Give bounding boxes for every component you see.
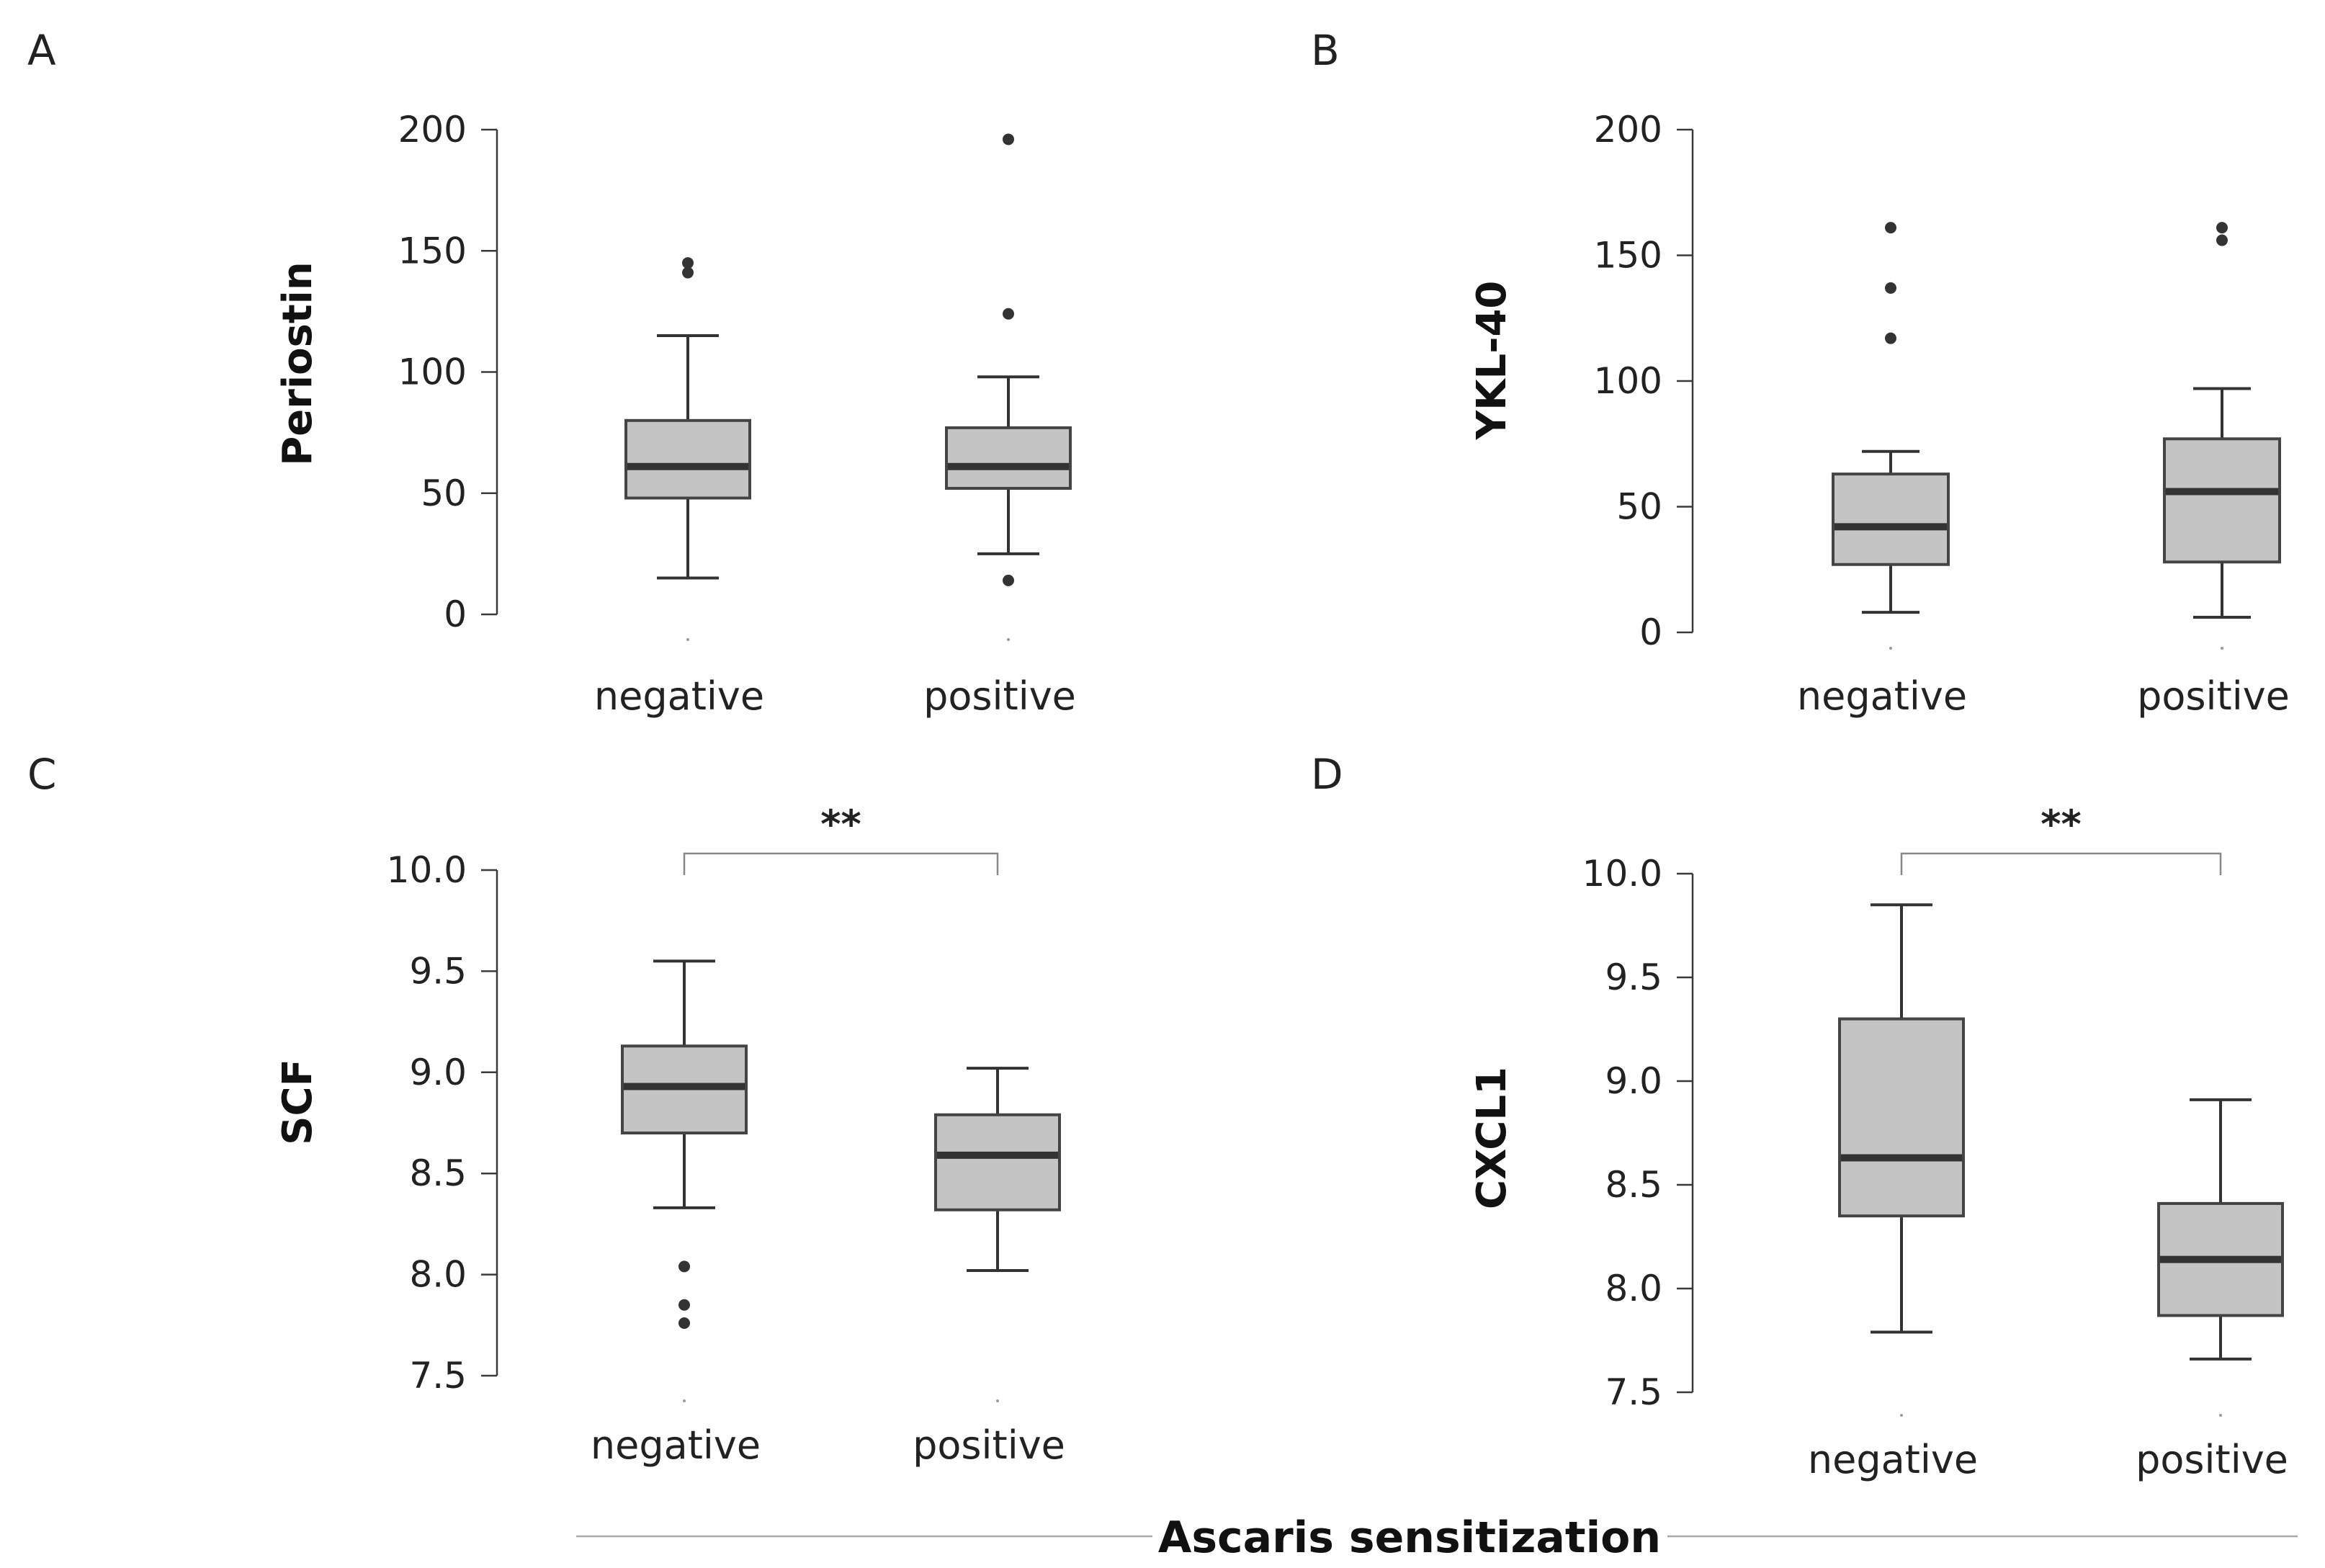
iqr-box [1838, 1017, 1965, 1218]
y-tick-label: 50 [421, 472, 467, 514]
panel-letter: B [1311, 26, 1340, 75]
category-dot [996, 1399, 999, 1402]
box-positive: positive [2137, 222, 2290, 719]
box-positive: positive [2136, 1098, 2288, 1482]
box-negative: negative [594, 257, 764, 719]
box-positive: positive [913, 1067, 1065, 1468]
panel-letter: D [1311, 750, 1343, 799]
y-tick-label: 9.5 [1605, 957, 1662, 998]
y-tick-label: 10.0 [1582, 853, 1662, 895]
category-label: positive [2137, 673, 2290, 719]
outlier-point [2216, 234, 2228, 246]
panel-letter: A [27, 26, 56, 75]
category-dot [2219, 1414, 2222, 1417]
category-dot [686, 638, 689, 641]
panel-C: C SCF 7.5 8.0 8.5 9.0 9.5 10.0 negative positive *… [27, 750, 1065, 1468]
x-axis-title-group: Ascaris sensitization [576, 1513, 2298, 1563]
panel-B: B YKL-40 0 50 100 150 200 negative positive [1311, 26, 2290, 719]
y-tick-label: 0 [444, 593, 467, 635]
category-label: positive [923, 673, 1076, 719]
category-dot [683, 1399, 686, 1402]
iqr-box [624, 418, 751, 500]
outlier-point [2216, 222, 2228, 234]
y-axis-label: Periostin [274, 261, 321, 465]
outlier-point [1003, 308, 1014, 320]
y-tick-label: 200 [1594, 109, 1662, 151]
category-label: positive [2136, 1437, 2288, 1482]
y-tick-label: 8.5 [1605, 1164, 1662, 1206]
y-tick-label: 200 [398, 109, 467, 151]
y-tick-label: 100 [1594, 360, 1662, 402]
category-label: negative [1808, 1437, 1978, 1482]
significance-label: ** [2040, 802, 2081, 847]
iqr-box [945, 426, 1072, 490]
x-axis-title: Ascaris sensitization [1158, 1513, 1661, 1563]
outlier-point [682, 257, 694, 269]
y-tick-label: 9.0 [409, 1052, 467, 1093]
box-negative: negative [591, 959, 761, 1468]
category-dot [2221, 647, 2223, 650]
category-dot [1007, 638, 1010, 641]
y-tick-label: 7.5 [409, 1355, 467, 1397]
panels: A Periostin 0 50 100 150 200 negative positive B Y… [27, 26, 2290, 1482]
outlier-point [1885, 332, 1896, 344]
panel-A: A Periostin 0 50 100 150 200 negative positive [27, 26, 1076, 719]
significance-label: ** [820, 802, 861, 847]
box-negative: negative [1797, 222, 1967, 719]
y-tick-label: 10.0 [387, 849, 467, 891]
y-axis-label: YKL-40 [1469, 281, 1515, 441]
iqr-box [1832, 472, 1950, 566]
y-tick-label: 150 [1594, 235, 1662, 277]
outlier-point [678, 1260, 690, 1273]
category-label: negative [594, 673, 764, 719]
box-negative: negative [1808, 903, 1978, 1482]
y-tick-label: 9.5 [409, 950, 467, 992]
iqr-box [934, 1113, 1061, 1211]
outlier-point [1885, 222, 1896, 234]
category-label: positive [913, 1423, 1065, 1468]
iqr-box [2163, 437, 2281, 564]
category-dot [1900, 1414, 1903, 1417]
y-tick-label: 100 [398, 351, 467, 393]
outlier-point [682, 266, 694, 279]
category-label: negative [1797, 673, 1967, 719]
outlier-point [678, 1317, 690, 1329]
category-dot [1889, 647, 1892, 650]
y-tick-label: 8.5 [409, 1152, 467, 1194]
panel-letter: C [27, 750, 57, 799]
y-tick-label: 0 [1639, 611, 1662, 653]
panel-D: D CXCL1 7.5 8.0 8.5 9.0 9.5 10.0 negative positiv… [1311, 750, 2288, 1482]
outlier-point [1885, 282, 1896, 294]
significance-bracket [683, 852, 999, 875]
category-label: negative [591, 1423, 761, 1468]
y-axis-label: CXCL1 [1469, 1067, 1515, 1209]
significance-bracket [1900, 852, 2222, 875]
y-tick-label: 7.5 [1605, 1371, 1662, 1413]
y-tick-label: 8.0 [409, 1254, 467, 1296]
y-tick-label: 8.0 [1605, 1268, 1662, 1309]
outlier-point [1003, 133, 1014, 145]
y-axis-label: SCF [274, 1059, 321, 1145]
outlier-point [1003, 574, 1014, 586]
y-tick-label: 9.0 [1605, 1060, 1662, 1102]
outlier-point [678, 1299, 690, 1311]
y-tick-label: 150 [398, 230, 467, 272]
box-positive: positive [923, 133, 1076, 719]
y-tick-label: 50 [1616, 486, 1662, 528]
